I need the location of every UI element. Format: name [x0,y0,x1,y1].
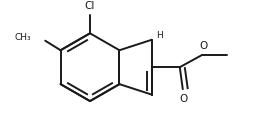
Text: O: O [180,94,188,104]
Text: O: O [200,41,208,51]
Text: H: H [156,31,163,40]
Text: Cl: Cl [85,1,95,11]
Text: CH₃: CH₃ [15,33,31,42]
